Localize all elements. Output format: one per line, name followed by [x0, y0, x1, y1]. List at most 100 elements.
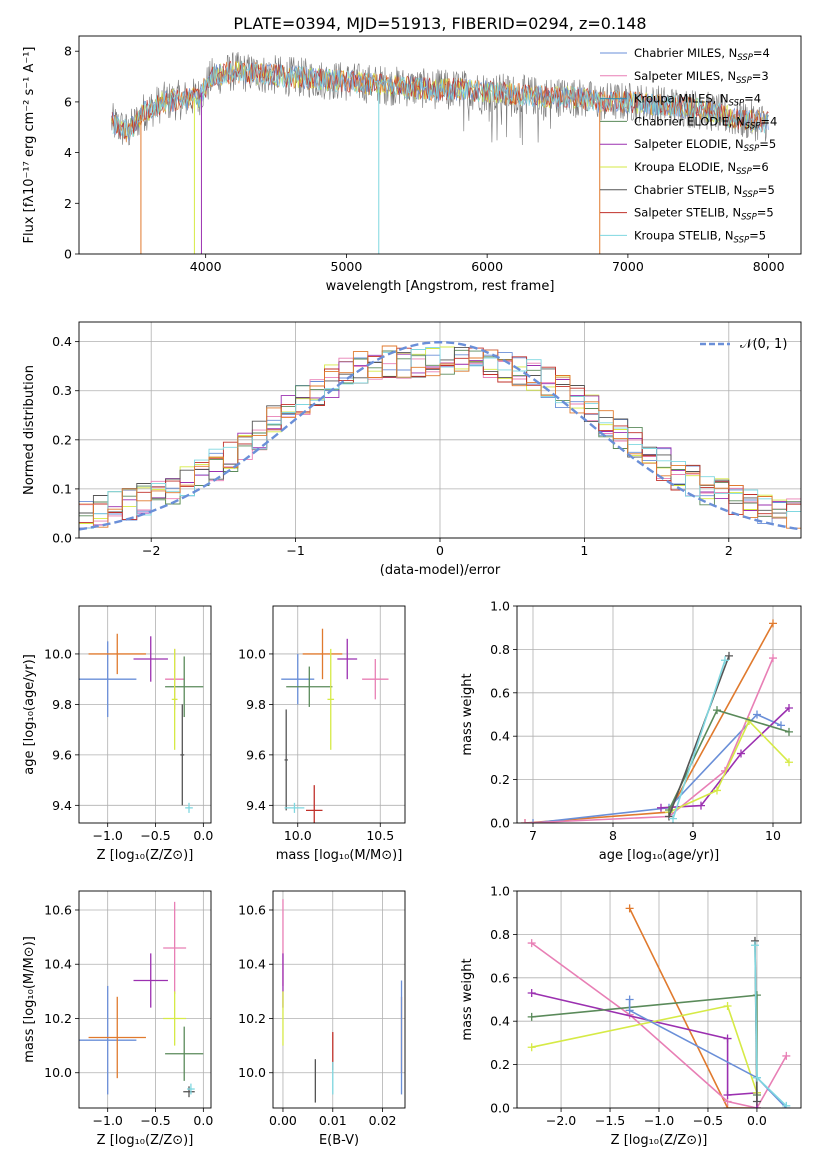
x-tick-label: 7 [529, 828, 537, 843]
y-axis-label: mass [log₁₀(M/M⊙)] [22, 936, 37, 1063]
weight-marker [785, 727, 793, 736]
y-tick-label: 8 [64, 44, 72, 59]
x-tick-label: 0.01 [319, 1113, 347, 1128]
y-tick-label: 10.0 [44, 646, 72, 661]
y-tick-label: 0.3 [52, 383, 72, 398]
weight-marker [723, 1090, 732, 1099]
y-axis-label: Normed distribution [22, 365, 37, 495]
x-tick-label: 7000 [612, 259, 644, 274]
y-axis-label: Flux [fλ10⁻¹⁷ erg cm⁻² s⁻¹ A⁻¹] [22, 47, 37, 244]
y-tick-label: 0.2 [490, 772, 510, 787]
y-tick-label: 9.8 [52, 697, 72, 712]
weight-marker [697, 801, 705, 810]
weight-marker [782, 1051, 791, 1060]
weight-marker [785, 703, 793, 712]
weight-line [628, 908, 757, 1108]
x-tick-label: 2 [725, 543, 733, 558]
weight-marker [769, 654, 777, 663]
y-tick-label: 4 [64, 145, 72, 160]
x-axis-label: age [log₁₀(age/yr)] [599, 848, 720, 863]
x-axis-label: E(B-V) [319, 1133, 359, 1148]
x-tick-label: −1.0 [644, 1113, 674, 1128]
weight-lines [521, 619, 793, 823]
legend-entry: Salpeter STELIB, NSSP=5 [634, 206, 774, 223]
y-tick-label: 0.2 [490, 1057, 510, 1072]
weight-marker [625, 1006, 634, 1015]
axes-frame [516, 890, 802, 1109]
y-tick-label: 0.0 [490, 816, 510, 831]
y-tick-label: 10.0 [238, 1065, 266, 1080]
weight-line [668, 719, 790, 813]
weight-marker [721, 656, 729, 665]
x-tick-label: −0.5 [140, 1113, 170, 1128]
weight-line [531, 994, 758, 1095]
spectrum-plot: 4000 5000 6000 7000 8000 0 2 4 6 8 wavelength [Ang… [22, 35, 802, 294]
y-axis-label: mass weight [460, 673, 475, 755]
weight-marker [723, 1002, 732, 1011]
y-tick-label: 9.4 [52, 798, 72, 813]
x-tick-label: 10 [765, 828, 781, 843]
weight-marker [769, 619, 777, 628]
legend-entry: Kroupa ELODIE, NSSP=6 [634, 160, 769, 177]
y-tick-label: 0.8 [490, 927, 510, 942]
x-axis-label: (data-model)/error [380, 563, 501, 578]
residual-histogram [79, 345, 801, 529]
x-axis-label: Z [log₁₀(Z/Z⊙)] [611, 1133, 708, 1148]
axes-frame [78, 35, 802, 255]
y-tick-label: 10.0 [238, 646, 266, 661]
axes-frame [78, 605, 212, 824]
y-tick-label: 9.6 [52, 747, 72, 762]
weight-line [524, 623, 774, 823]
y-tick-label: 6 [64, 94, 72, 109]
axes-frame [272, 890, 406, 1109]
y-tick-label: 9.6 [246, 747, 266, 762]
x-tick-label: 8 [609, 828, 617, 843]
y-axis-label: mass weight [460, 958, 475, 1040]
weight-marker [527, 1043, 536, 1052]
y-axis-label: age [log₁₀(age/yr)] [22, 654, 37, 775]
y-tick-label: 10.4 [238, 957, 266, 972]
mass_vs_Z-plot: −1.0 −0.5 0.0 10.0 10.2 10.4 10.6 Z [log₁₀(Z/Z⊙… [22, 890, 213, 1148]
weight-marker [785, 758, 793, 767]
x-tick-label: 5000 [331, 259, 363, 274]
weight-line [668, 655, 730, 817]
spectrum-lines [111, 51, 769, 254]
x-axis-label: Z [log₁₀(Z/Z⊙)] [97, 1133, 194, 1148]
axes-frame [516, 605, 802, 824]
x-tick-label: 1 [580, 543, 588, 558]
x-axis-label: wavelength [Angstrom, rest frame] [326, 279, 555, 294]
y-tick-label: 0.4 [52, 334, 72, 349]
y-tick-label: 10.4 [44, 957, 72, 972]
y-tick-label: 0.0 [490, 1101, 510, 1116]
legend-entry: Kroupa MILES, NSSP=4 [634, 92, 761, 109]
weight-marker [657, 803, 665, 812]
error-bars [281, 628, 389, 823]
legend-entry: Chabrier MILES, NSSP=4 [634, 46, 770, 63]
y-tick-label: 1.0 [490, 599, 510, 614]
weight-marker [737, 749, 745, 758]
y-tick-label: 10.6 [238, 902, 266, 917]
axes-frame [78, 321, 802, 539]
x-tick-label: −0.5 [693, 1113, 723, 1128]
weight-marker [725, 651, 733, 660]
legend-entry: Salpeter MILES, NSSP=3 [634, 69, 769, 86]
legend-entry: Chabrier ELODIE, NSSP=4 [634, 114, 777, 131]
weight-marker [521, 819, 529, 823]
histograms [79, 340, 801, 531]
y-tick-label: 0.6 [490, 970, 510, 985]
x-tick-label: 4000 [190, 259, 222, 274]
x-tick-label: 6000 [471, 259, 503, 274]
model-spectrum [111, 60, 769, 140]
x-tick-label: −2 [142, 543, 160, 558]
weight-line [754, 945, 787, 1107]
weight-marker [527, 939, 536, 948]
weight-lines [527, 904, 791, 1108]
y-tick-label: 1.0 [490, 884, 510, 899]
x-tick-label: −1.0 [93, 1113, 123, 1128]
y-tick-label: 0.0 [52, 531, 72, 546]
x-axis-label: mass [log₁₀(M/M⊙)] [276, 848, 403, 863]
weight-marker [782, 1101, 791, 1108]
error-bars [79, 633, 204, 813]
model-spectrum [112, 61, 769, 138]
weight-marker [527, 1012, 536, 1021]
